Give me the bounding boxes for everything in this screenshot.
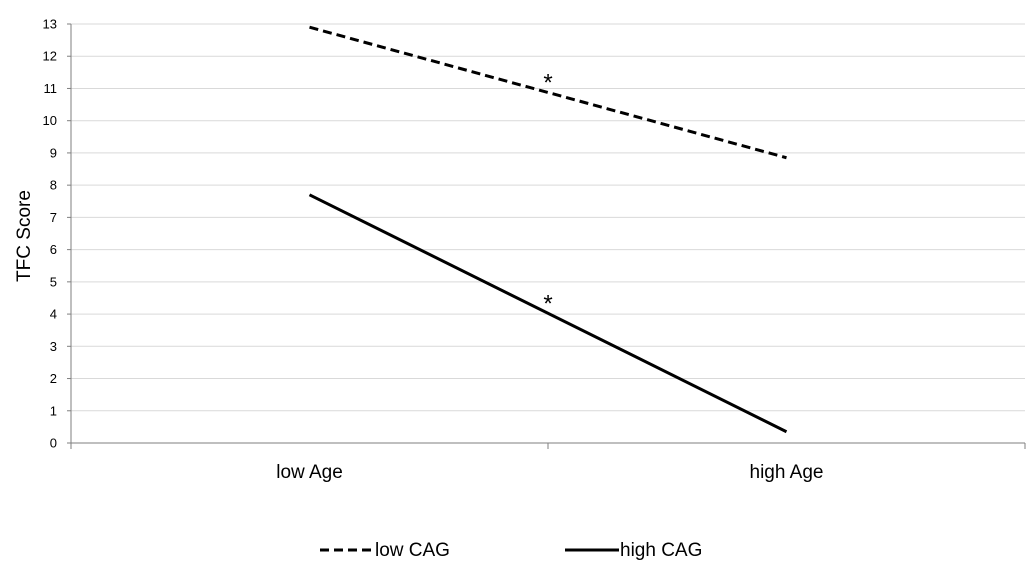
y-tick-label: 8 <box>50 178 57 193</box>
y-tick-label: 4 <box>50 307 57 322</box>
y-tick-label: 3 <box>50 339 57 354</box>
significance-asterisk: * <box>543 69 552 96</box>
y-tick-label: 11 <box>44 81 58 96</box>
series-lines <box>308 25 788 434</box>
y-tick-label: 12 <box>43 49 57 64</box>
x-category-labels: low Age high Age <box>276 462 823 483</box>
y-tick-label: 6 <box>50 242 57 257</box>
significance-asterisk: * <box>543 290 552 317</box>
x-category-label: low Age <box>276 462 343 483</box>
y-tick-label: 2 <box>50 371 57 386</box>
legend-label: high CAG <box>620 540 702 561</box>
y-tick-label: 9 <box>50 145 57 160</box>
y-tick-label: 7 <box>50 210 57 225</box>
annotations: ** <box>543 69 552 317</box>
y-tick-label: 5 <box>50 274 57 289</box>
series-line-high-cag <box>308 193 788 434</box>
legend: low CAG high CAG <box>320 540 702 561</box>
gridlines <box>71 23 1025 412</box>
y-tick-label: 13 <box>43 17 57 32</box>
y-tick-label: 1 <box>50 403 57 418</box>
axes <box>67 23 1026 449</box>
y-tick-label: 0 <box>50 436 57 451</box>
y-tick-label: 10 <box>43 113 57 128</box>
legend-label: low CAG <box>375 540 450 561</box>
x-category-label: high Age <box>750 462 824 483</box>
series-line-low-cag <box>309 25 787 160</box>
y-axis-title: TFC Score <box>14 190 35 282</box>
